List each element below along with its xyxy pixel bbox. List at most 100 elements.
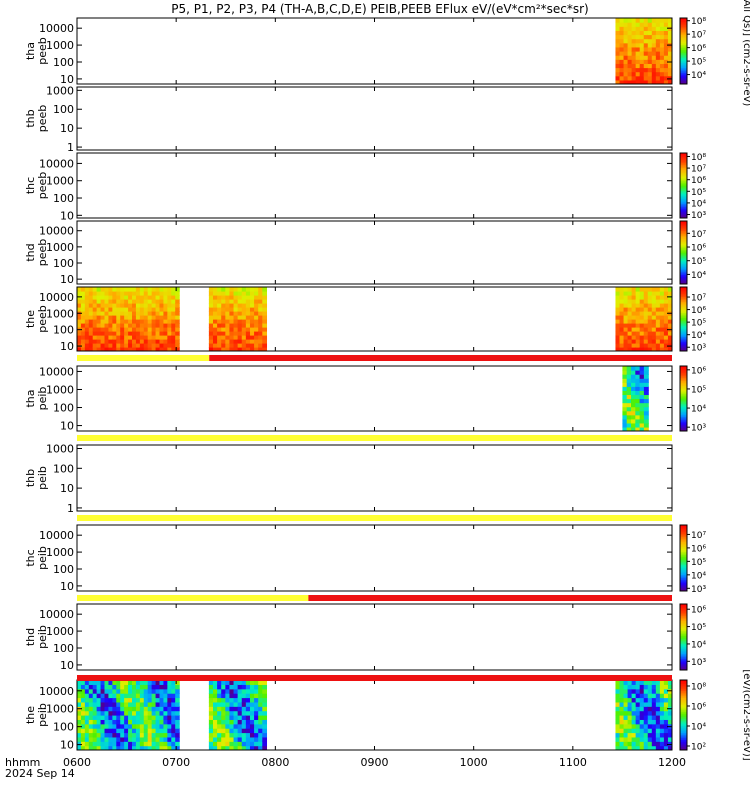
spectrogram-cell — [262, 723, 268, 729]
colorbar-tick-label: 10⁴ — [691, 71, 706, 81]
spectrogram-cell — [659, 319, 665, 324]
spectrogram-cell — [96, 723, 102, 729]
spectrogram-cell — [80, 706, 86, 712]
spectrogram-cell — [163, 307, 168, 312]
spectrogram-cell — [659, 71, 665, 77]
spectrogram-cell — [647, 311, 653, 316]
spectrogram-cell — [249, 295, 255, 300]
spectrogram-cell — [221, 684, 226, 690]
spectrogram-cell — [663, 701, 669, 707]
spectrogram-cell — [647, 30, 653, 36]
spectrogram-cell — [663, 736, 669, 742]
spectrogram-cell — [171, 323, 176, 328]
spectrogram-cell — [667, 303, 672, 308]
spectrogram-cell — [647, 723, 653, 729]
spectrogram-cell — [663, 723, 669, 729]
spectrogram-cell — [627, 63, 633, 69]
y-label-probe: the — [24, 706, 37, 724]
spectrogram-cell — [667, 715, 672, 720]
spectrogram-cell — [167, 347, 172, 351]
y-tick-label: 10 — [60, 340, 74, 353]
spectrogram-cell — [254, 732, 259, 738]
spectrogram-cell — [116, 688, 121, 694]
spectrogram-cell — [84, 680, 90, 685]
spectrogram-cell — [643, 295, 649, 300]
spectrogram-cell — [175, 697, 180, 703]
spectrogram-cell — [116, 319, 121, 324]
spectrogram-cell — [631, 46, 637, 52]
colorbar-cell — [680, 715, 687, 718]
spectrogram-cell — [124, 291, 129, 296]
spectrogram-cell — [249, 323, 255, 328]
spectrogram-cell — [171, 327, 176, 332]
spectrogram-cell — [132, 287, 137, 292]
spectrogram-cell — [167, 307, 172, 312]
panel-frame — [76, 220, 673, 285]
spectrogram-cell — [163, 339, 168, 344]
spectrogram-cell — [659, 59, 665, 64]
spectrogram-cell — [163, 680, 168, 685]
spectrogram-cell — [245, 335, 251, 340]
spectrogram-cell — [217, 741, 222, 747]
spectrogram-cell — [655, 46, 661, 52]
spectrogram-cell — [139, 684, 145, 690]
spectrogram-cell — [233, 719, 239, 725]
colorbar-cell — [680, 70, 687, 73]
spectrogram-cell — [208, 295, 214, 300]
colorbar-cell — [680, 424, 687, 427]
colorbar-cell — [680, 525, 687, 528]
spectrogram-cell — [619, 684, 625, 690]
spectrogram-cell — [635, 706, 641, 712]
spectrogram-cell — [135, 315, 141, 320]
colorbar-cell — [680, 266, 687, 269]
spectrogram-cell — [643, 378, 649, 383]
spectrogram-cell — [225, 315, 231, 320]
spectrogram-cell — [655, 335, 661, 340]
colorbar-cell — [680, 250, 687, 254]
spectrogram-cell — [647, 291, 653, 296]
colorbar-cell — [680, 549, 687, 552]
spectrogram-cell — [135, 323, 141, 328]
spectrogram-cell — [647, 728, 653, 734]
colorbar-cell — [680, 169, 687, 172]
spectrogram-cell — [635, 42, 641, 48]
colorbar-cell — [680, 572, 687, 575]
spectrogram-cell — [626, 422, 632, 428]
spectrogram-cell — [128, 723, 133, 729]
spectrogram-cell — [655, 75, 661, 81]
spectrogram-cell — [128, 335, 133, 340]
spectrogram-cell — [237, 303, 243, 308]
spectrogram-cell — [100, 684, 106, 690]
spectrogram-cell — [651, 343, 657, 348]
spectrogram-cell — [159, 315, 165, 320]
spectrogram-cell — [116, 693, 121, 699]
colorbar-cell — [680, 304, 687, 307]
spectrogram-cell — [128, 339, 133, 344]
spectrogram-cell — [217, 693, 222, 699]
spectrogram-cell — [631, 26, 637, 31]
spectrogram-cell — [635, 26, 641, 31]
spectrogram-cell — [120, 723, 125, 729]
spectrogram-cell — [667, 46, 672, 52]
colorbar-cell — [680, 225, 687, 228]
spectrogram-cell — [237, 719, 243, 725]
spectrogram-cell — [643, 719, 649, 725]
spectrogram-cell — [623, 331, 629, 336]
spectrogram-cell — [135, 684, 141, 690]
spectrogram-cell — [221, 295, 226, 300]
spectrogram-cell — [77, 291, 82, 296]
spectrogram-cell — [635, 299, 641, 304]
spectrogram-cell — [655, 295, 661, 300]
spectrogram-cell — [627, 693, 633, 699]
spectrogram-cell — [655, 710, 661, 716]
spectrogram-cell — [112, 697, 117, 703]
spectrogram-cell — [132, 693, 137, 699]
colorbar-cell — [680, 661, 687, 664]
colorbar-cell — [680, 268, 687, 271]
spectrogram-cell — [631, 307, 637, 312]
spectrogram-cell — [92, 319, 98, 324]
spectrogram-cell — [104, 736, 110, 742]
spectrogram-cell — [139, 319, 145, 324]
colorbar-frame — [679, 152, 688, 219]
spectrogram-cell — [663, 79, 669, 84]
